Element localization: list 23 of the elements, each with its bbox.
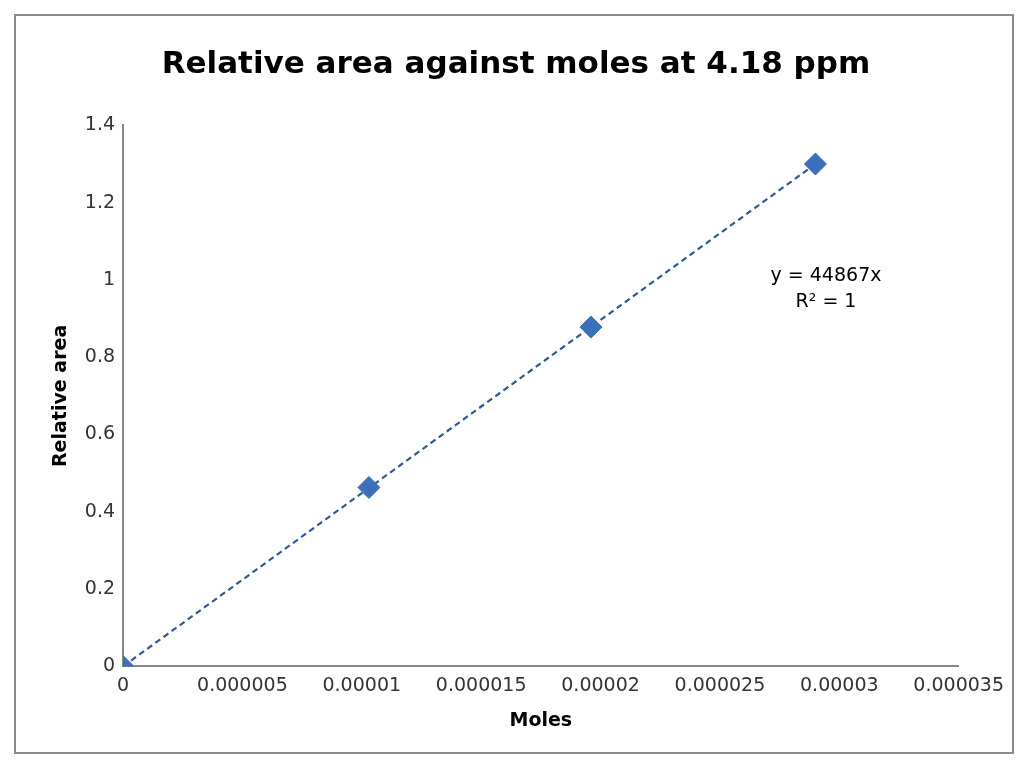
annotation: R² = 1 [794,288,858,313]
y-tick-label: 0.6 [84,421,116,444]
y-tick-label: 0 [102,653,116,676]
x-tick-label: 0.00001 [322,672,402,695]
x-axis-title: Moles [509,707,573,730]
x-tick-label: 0.000005 [197,672,288,695]
x-tick-label: 0.000025 [674,672,766,695]
x-tick-label: 0.000015 [435,672,527,695]
point [803,152,827,176]
chart-title: Relative area against moles at 4.18 ppm [160,44,872,80]
y-tick-label: 0.2 [84,576,116,599]
point [579,315,603,339]
y-tick-label: 1.4 [84,112,116,135]
x-tick-label: 0.00003 [800,672,879,695]
y-tick-label: 0.8 [84,344,116,367]
x-tick-label: 0 [116,672,130,695]
y-axis-title: Relative area [48,324,71,468]
annotation: y = 44867x [769,262,883,287]
x-tick-label: 0.000035 [913,672,1005,695]
y-tick-label: 1.2 [84,189,116,212]
y-tick-label: 1 [102,266,116,289]
y-tick-label: 0.4 [84,498,116,521]
x-tick-label: 0.00002 [561,672,640,695]
